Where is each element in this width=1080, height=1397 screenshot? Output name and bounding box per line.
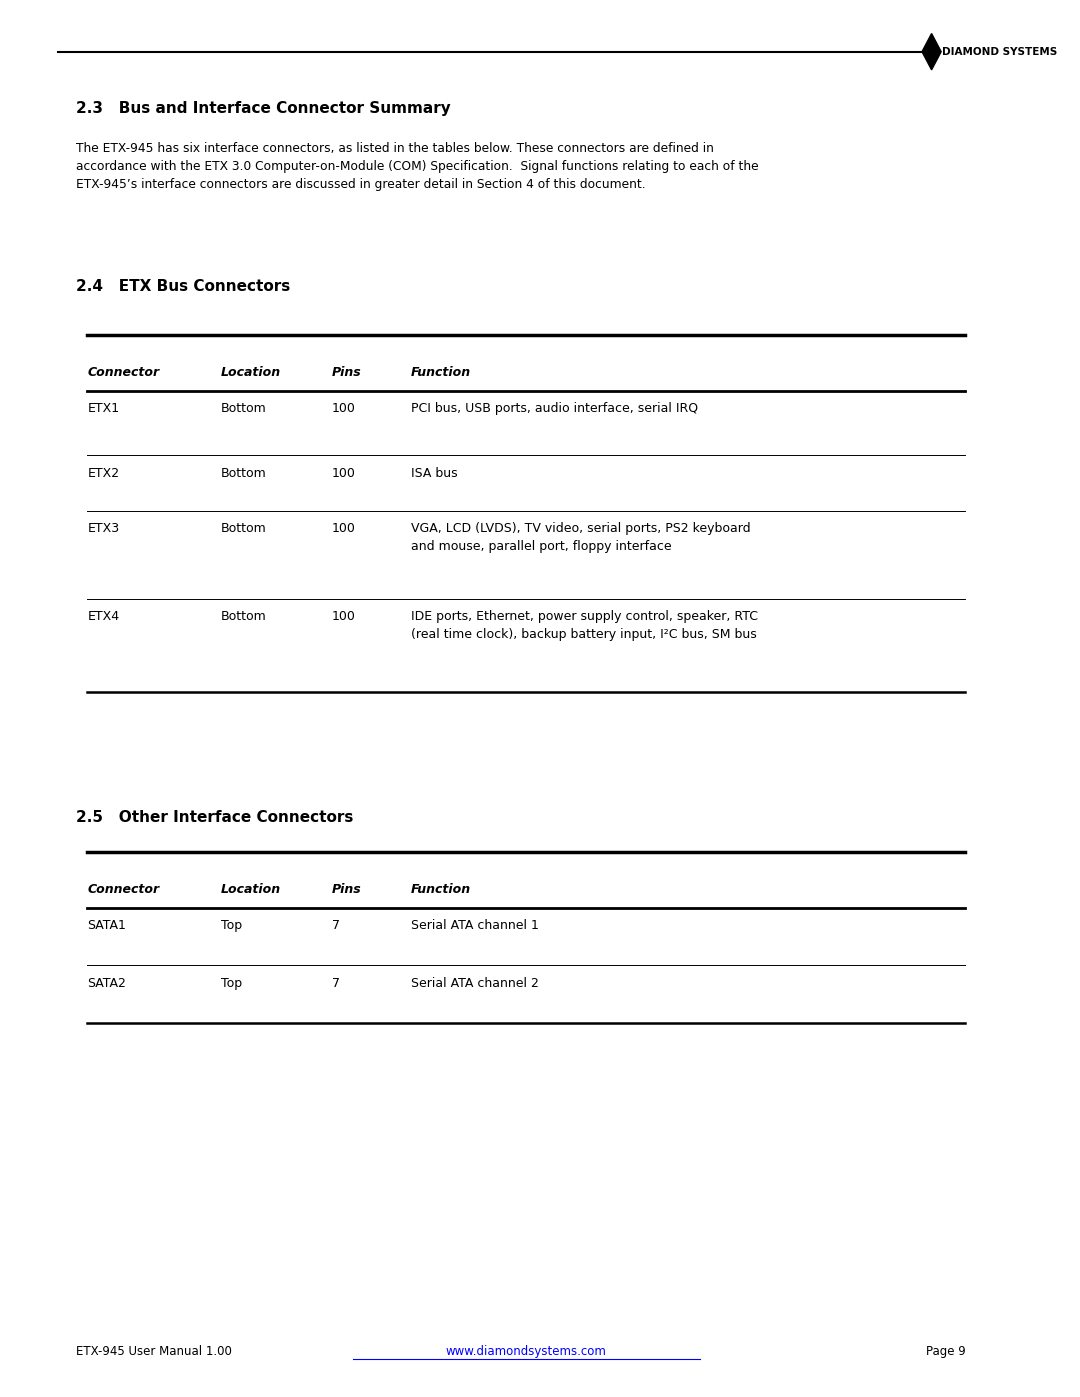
Text: SATA1: SATA1 (87, 919, 126, 932)
Text: ETX4: ETX4 (87, 610, 120, 623)
Text: Connector: Connector (87, 883, 160, 895)
Text: Pins: Pins (332, 366, 362, 379)
Text: ETX2: ETX2 (87, 467, 120, 479)
Text: ETX3: ETX3 (87, 522, 120, 535)
Polygon shape (922, 34, 941, 70)
Text: Serial ATA channel 1: Serial ATA channel 1 (410, 919, 539, 932)
Text: Bottom: Bottom (221, 610, 267, 623)
Text: 2.3   Bus and Interface Connector Summary: 2.3 Bus and Interface Connector Summary (76, 101, 450, 116)
Text: Page 9: Page 9 (927, 1345, 967, 1358)
Text: ISA bus: ISA bus (410, 467, 457, 479)
Text: 100: 100 (332, 610, 355, 623)
Text: Serial ATA channel 2: Serial ATA channel 2 (410, 977, 539, 989)
Text: Pins: Pins (332, 883, 362, 895)
Text: Location: Location (221, 366, 281, 379)
Text: Bottom: Bottom (221, 522, 267, 535)
Text: 100: 100 (332, 402, 355, 415)
Text: IDE ports, Ethernet, power supply control, speaker, RTC
(real time clock), backu: IDE ports, Ethernet, power supply contro… (410, 610, 757, 641)
Text: Function: Function (410, 366, 471, 379)
Text: 7: 7 (332, 977, 339, 989)
Text: ETX-945 User Manual 1.00: ETX-945 User Manual 1.00 (76, 1345, 232, 1358)
Text: 2.4   ETX Bus Connectors: 2.4 ETX Bus Connectors (76, 279, 291, 295)
Text: 2.5   Other Interface Connectors: 2.5 Other Interface Connectors (76, 810, 353, 826)
Text: Bottom: Bottom (221, 467, 267, 479)
Text: Top: Top (221, 977, 242, 989)
Text: VGA, LCD (LVDS), TV video, serial ports, PS2 keyboard
and mouse, parallel port, : VGA, LCD (LVDS), TV video, serial ports,… (410, 522, 751, 553)
Text: www.diamondsystems.com: www.diamondsystems.com (446, 1345, 607, 1358)
Text: 7: 7 (332, 919, 339, 932)
Text: 100: 100 (332, 467, 355, 479)
Text: Top: Top (221, 919, 242, 932)
Text: ETX1: ETX1 (87, 402, 120, 415)
Text: Function: Function (410, 883, 471, 895)
Text: 100: 100 (332, 522, 355, 535)
Text: Bottom: Bottom (221, 402, 267, 415)
Text: PCI bus, USB ports, audio interface, serial IRQ: PCI bus, USB ports, audio interface, ser… (410, 402, 698, 415)
Text: DIAMOND SYSTEMS: DIAMOND SYSTEMS (942, 46, 1057, 57)
Text: Connector: Connector (87, 366, 160, 379)
Text: SATA2: SATA2 (87, 977, 126, 989)
Text: The ETX-945 has six interface connectors, as listed in the tables below. These c: The ETX-945 has six interface connectors… (76, 142, 758, 191)
Text: Location: Location (221, 883, 281, 895)
